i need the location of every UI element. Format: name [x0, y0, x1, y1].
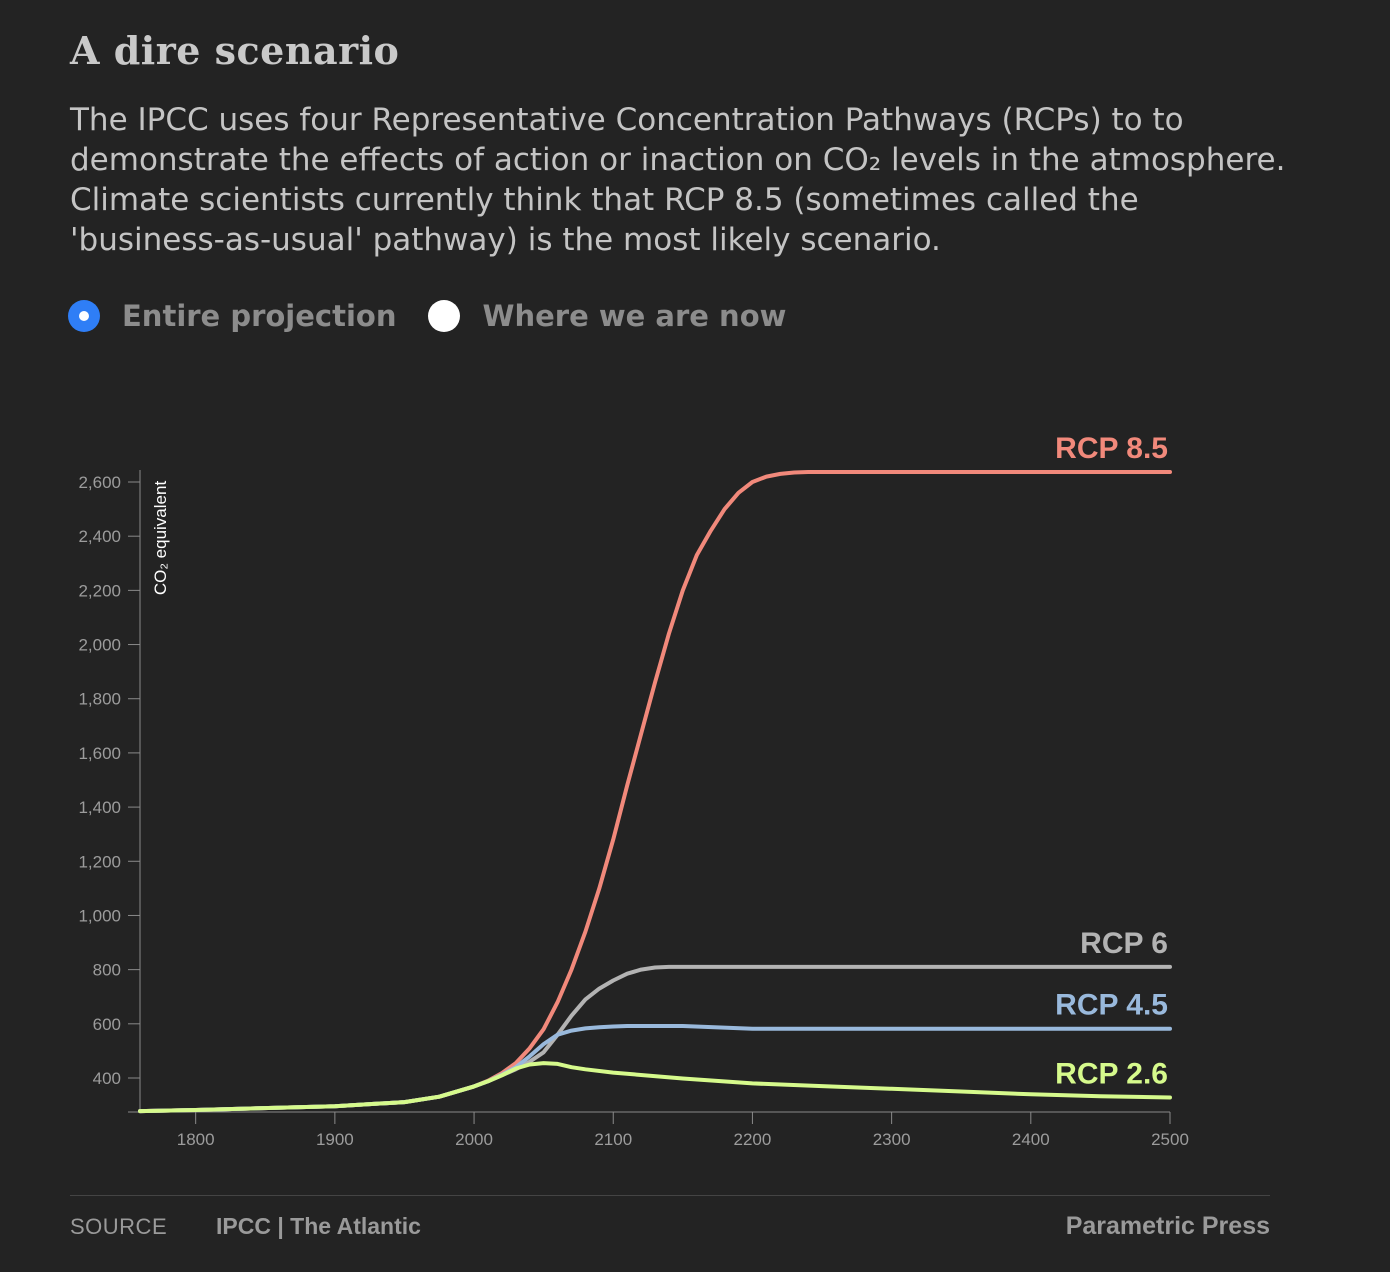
series-line-rcp-8-5	[138, 470, 1172, 1114]
series-label-rcp-2-6: RCP 2.6	[1055, 1058, 1168, 1091]
source-value: IPCC | The Atlantic	[216, 1213, 421, 1239]
x-tick-label: 2000	[455, 1130, 493, 1149]
y-tick-label: 1,400	[78, 798, 121, 817]
y-tick-label: 2,000	[78, 636, 121, 655]
credit-link[interactable]: Parametric Press	[1065, 1212, 1270, 1240]
y-tick-label: 800	[93, 961, 121, 980]
series-label-rcp-6: RCP 6	[1080, 927, 1168, 960]
footer-divider	[70, 1195, 1270, 1196]
series-line-rcp-2-6	[138, 1061, 1172, 1114]
toggle-where-we-are-now[interactable]: Where we are now	[428, 299, 786, 333]
chart-title: A dire scenario	[70, 28, 400, 73]
source-label: SOURCE	[70, 1214, 168, 1239]
toggle-where-we-are-now-label: Where we are now	[482, 299, 787, 333]
y-tick-label: 400	[93, 1069, 121, 1088]
y-tick-label: 1,000	[78, 906, 121, 925]
y-tick-label: 1,800	[78, 690, 121, 709]
y-tick-label: 2,400	[78, 527, 121, 546]
x-tick-label: 2400	[1012, 1130, 1050, 1149]
toggle-entire-projection-label: Entire projection	[122, 299, 397, 333]
radio-unchecked-icon[interactable]	[428, 300, 461, 332]
x-tick-label: 2200	[734, 1130, 772, 1149]
toggle-entire-projection[interactable]: Entire projection	[68, 299, 396, 333]
x-tick-label: 1900	[316, 1130, 354, 1149]
x-tick-label: 2100	[594, 1130, 632, 1149]
series-line-rcp-4-5	[138, 1024, 1172, 1114]
x-tick-label: 2300	[873, 1130, 911, 1149]
series-label-rcp-4-5: RCP 4.5	[1055, 989, 1168, 1022]
y-tick-label: 2,600	[78, 473, 121, 492]
y-axis-label: CO₂ equivalent	[151, 481, 170, 596]
y-tick-label: 1,200	[78, 852, 121, 871]
radio-checked-icon[interactable]	[68, 300, 100, 332]
chart-description: The IPCC uses four Representative Concen…	[70, 102, 1286, 258]
series-label-rcp-8-5: RCP 8.5	[1055, 432, 1168, 465]
series-line-rcp-6	[138, 964, 1172, 1114]
view-toggle: Entire projection Where we are now	[68, 296, 786, 336]
x-tick-label: 2500	[1151, 1130, 1189, 1149]
y-tick-label: 2,200	[78, 581, 121, 600]
y-tick-label: 1,600	[78, 744, 121, 763]
x-tick-label: 1800	[177, 1130, 215, 1149]
y-tick-label: 600	[93, 1015, 121, 1034]
